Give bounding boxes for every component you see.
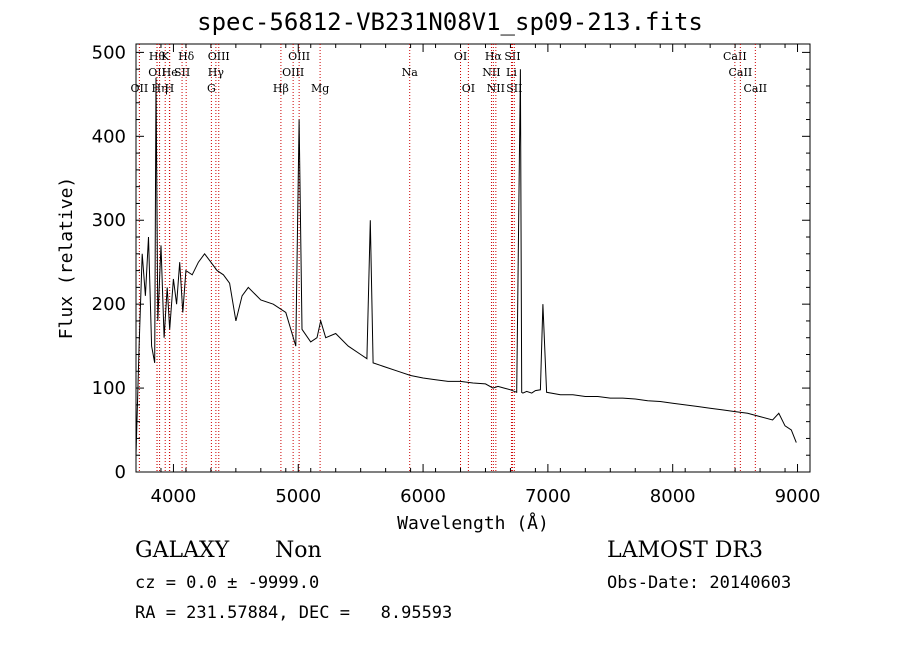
y-tick-label: 500 [92, 42, 126, 63]
plot-frame [135, 43, 811, 473]
x-axis-label: Wavelength (Å) [397, 512, 549, 534]
emission-line-label: Mg [311, 82, 329, 95]
emission-line-label: Na [402, 66, 419, 79]
emission-line-label: Hα [485, 50, 503, 63]
emission-line-label: SII [506, 82, 522, 95]
emission-line-label: OI [454, 50, 467, 63]
ra-dec: RA = 231.57884, DEC = 8.95593 [135, 603, 453, 623]
emission-line-label: OI [462, 82, 475, 95]
emission-line-label: K [161, 50, 170, 63]
emission-line-label: CaII [723, 50, 747, 63]
emission-line-label: SII [504, 50, 520, 63]
y-tick-label: 300 [92, 210, 126, 231]
emission-line-label: Li [506, 66, 517, 79]
emission-line-label: OIII [208, 50, 230, 63]
object-subclass: Non [275, 538, 322, 563]
emission-line-label: Hγ [208, 66, 225, 79]
x-tick-label: 7000 [525, 486, 571, 507]
object-class: GALAXY [135, 538, 230, 563]
emission-line-label: CaII [729, 66, 753, 79]
emission-line-label: H [165, 82, 175, 95]
emission-line-label: OIII [288, 50, 310, 63]
spectrum-line [135, 69, 797, 456]
y-tick-label: 100 [92, 378, 126, 399]
emission-line-label: SII [174, 66, 190, 79]
emission-line-label: G [207, 82, 216, 95]
survey-name: LAMOST DR3 [607, 538, 763, 563]
emission-line-label: OII [148, 66, 166, 79]
emission-line-label: Hβ [273, 82, 289, 95]
redshift-cz: cz = 0.0 ± -9999.0 [135, 573, 320, 593]
x-tick-label: 6000 [400, 486, 446, 507]
y-tick-label: 0 [115, 462, 126, 483]
emission-line-label: Hδ [178, 50, 195, 63]
x-tick-label: 4000 [151, 486, 197, 507]
emission-line-label: NII [487, 82, 505, 95]
x-tick-label: 8000 [650, 486, 696, 507]
y-axis-label: Flux (relative) [56, 177, 77, 340]
x-tick-label: 9000 [775, 486, 821, 507]
emission-line-label: He [162, 66, 178, 79]
x-tick-label: 5000 [275, 486, 321, 507]
y-tick-label: 400 [92, 126, 126, 147]
chart-title: spec-56812-VB231N08V1_sp09-213.fits [197, 8, 703, 36]
emission-line-label: OII [131, 82, 149, 95]
emission-line-label: OIII [282, 66, 304, 79]
y-tick-label: 200 [92, 294, 126, 315]
obs-date: Obs-Date: 20140603 [607, 573, 792, 593]
emission-line-label: NII [482, 66, 500, 79]
emission-line-label: CaII [743, 82, 767, 95]
